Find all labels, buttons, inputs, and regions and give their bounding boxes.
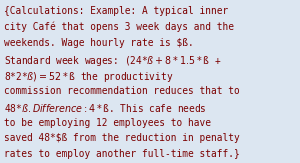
Text: city Café that opens 3 week days and the: city Café that opens 3 week days and the [4,22,234,32]
Text: Standard week wages: (24*$ß + 8*1.5*$ß +: Standard week wages: (24*$ß + 8*1.5*$ß + [4,54,221,68]
Text: saved 48*$ß from the reduction in penalty: saved 48*$ß from the reduction in penalt… [4,133,240,143]
Text: weekends. Wage hourly rate is $ß.: weekends. Wage hourly rate is $ß. [4,38,194,48]
Text: 48*$ß. Difference: 4*$ß. This cafe needs: 48*$ß. Difference: 4*$ß. This cafe needs [4,102,207,114]
Text: to be employing 12 employees to have: to be employing 12 employees to have [4,118,211,127]
Text: 8*2*$ß) = 52*$ß the productivity: 8*2*$ß) = 52*$ß the productivity [4,70,173,84]
Text: commission recommendation reduces that to: commission recommendation reduces that t… [4,86,240,96]
Text: rates to employ another full-time staff.}: rates to employ another full-time staff.… [4,149,240,159]
Text: {Calculations: Example: A typical inner: {Calculations: Example: A typical inner [4,6,228,16]
